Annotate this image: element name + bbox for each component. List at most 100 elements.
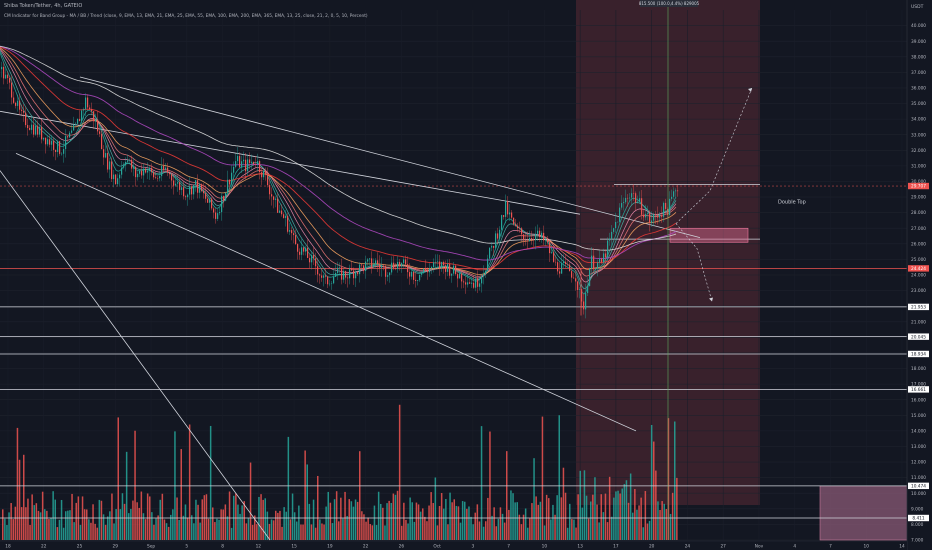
volume-bar — [449, 492, 451, 540]
candle — [161, 165, 163, 177]
candle — [501, 215, 503, 230]
candle — [123, 165, 125, 168]
x-tick-label: 12 — [256, 544, 262, 550]
candle — [609, 238, 611, 241]
candle — [147, 170, 149, 173]
candle — [149, 167, 151, 171]
volume-bar — [548, 498, 550, 540]
volume-bar — [531, 503, 533, 540]
candle — [579, 289, 581, 291]
volume-bar — [407, 523, 409, 540]
volume-bar — [260, 494, 262, 540]
candle — [479, 283, 481, 287]
volume-bar — [18, 459, 21, 540]
candle — [181, 187, 183, 190]
volume-bar — [39, 512, 42, 540]
candle — [449, 263, 451, 276]
volume-bar — [203, 495, 206, 540]
volume-bar — [60, 499, 63, 540]
candle — [415, 279, 417, 282]
volume-bar — [216, 518, 218, 540]
volume-bar — [224, 504, 227, 540]
y-tick-label: 26.000 — [911, 241, 926, 247]
candle — [621, 203, 623, 208]
candle — [603, 253, 605, 263]
volume-bar — [325, 506, 327, 540]
candle — [101, 133, 103, 150]
candle — [243, 159, 245, 162]
candle — [345, 271, 347, 278]
volume-bar — [338, 521, 340, 540]
volume-bar — [478, 521, 481, 540]
volume-bar — [125, 451, 128, 540]
volume-bar — [113, 523, 115, 540]
candle — [293, 233, 295, 236]
candle — [445, 265, 447, 272]
candle — [375, 260, 377, 265]
candle — [87, 97, 89, 108]
volume-bar — [384, 525, 386, 540]
candle — [491, 245, 493, 248]
candle — [599, 258, 601, 263]
candle — [265, 170, 267, 175]
candle — [377, 260, 379, 265]
candle — [519, 228, 521, 229]
candle — [649, 213, 651, 223]
volume-bar — [539, 501, 542, 540]
candle — [667, 208, 669, 215]
volume-bar — [184, 504, 187, 540]
candle — [465, 282, 467, 285]
volume-bar — [396, 490, 399, 540]
volume-bar — [386, 503, 388, 540]
volume-bar — [545, 494, 548, 540]
candle — [285, 215, 287, 218]
volume-bar — [501, 513, 504, 540]
candle — [51, 140, 53, 145]
volume-bar — [33, 505, 35, 540]
volume-bar — [512, 493, 514, 540]
volume-bar — [403, 502, 405, 540]
candle — [245, 159, 247, 172]
volume-bar — [239, 513, 241, 540]
volume-bar — [228, 491, 231, 540]
volume-bar — [359, 451, 361, 540]
candle — [93, 111, 95, 122]
candle — [45, 137, 47, 145]
candle — [193, 184, 195, 195]
x-tick-label: 7 — [507, 544, 510, 550]
volume-bar — [96, 527, 98, 540]
candle — [367, 259, 369, 262]
volume-bar — [306, 464, 308, 540]
y-tick-label: 39.000 — [911, 39, 926, 45]
x-tick-label: 27 — [720, 544, 726, 550]
moving-average-line — [0, 45, 677, 251]
volume-bar — [115, 509, 117, 540]
volume-bar — [518, 514, 521, 540]
y-tick-label: 27.000 — [911, 226, 926, 232]
candle — [145, 168, 147, 173]
volume-bar — [312, 499, 315, 540]
candle — [335, 273, 337, 277]
double-top-zone — [669, 227, 749, 243]
candle — [573, 277, 575, 279]
x-tick-label: 14 — [899, 544, 905, 550]
volume-bar — [289, 519, 292, 540]
candle — [651, 220, 653, 223]
candle — [341, 267, 343, 280]
volume-bar — [482, 526, 485, 540]
candle — [397, 261, 399, 270]
candle — [211, 198, 213, 209]
volume-bar — [142, 513, 145, 540]
candle — [223, 195, 225, 201]
candle — [547, 239, 549, 243]
candle — [591, 255, 593, 269]
candle — [99, 131, 101, 134]
candle — [209, 198, 211, 203]
volume-bar — [167, 526, 170, 540]
volume-bar — [329, 502, 332, 540]
volume-bar — [556, 495, 558, 540]
candle — [169, 172, 171, 175]
candle — [37, 125, 39, 135]
volume-bar — [409, 497, 411, 540]
